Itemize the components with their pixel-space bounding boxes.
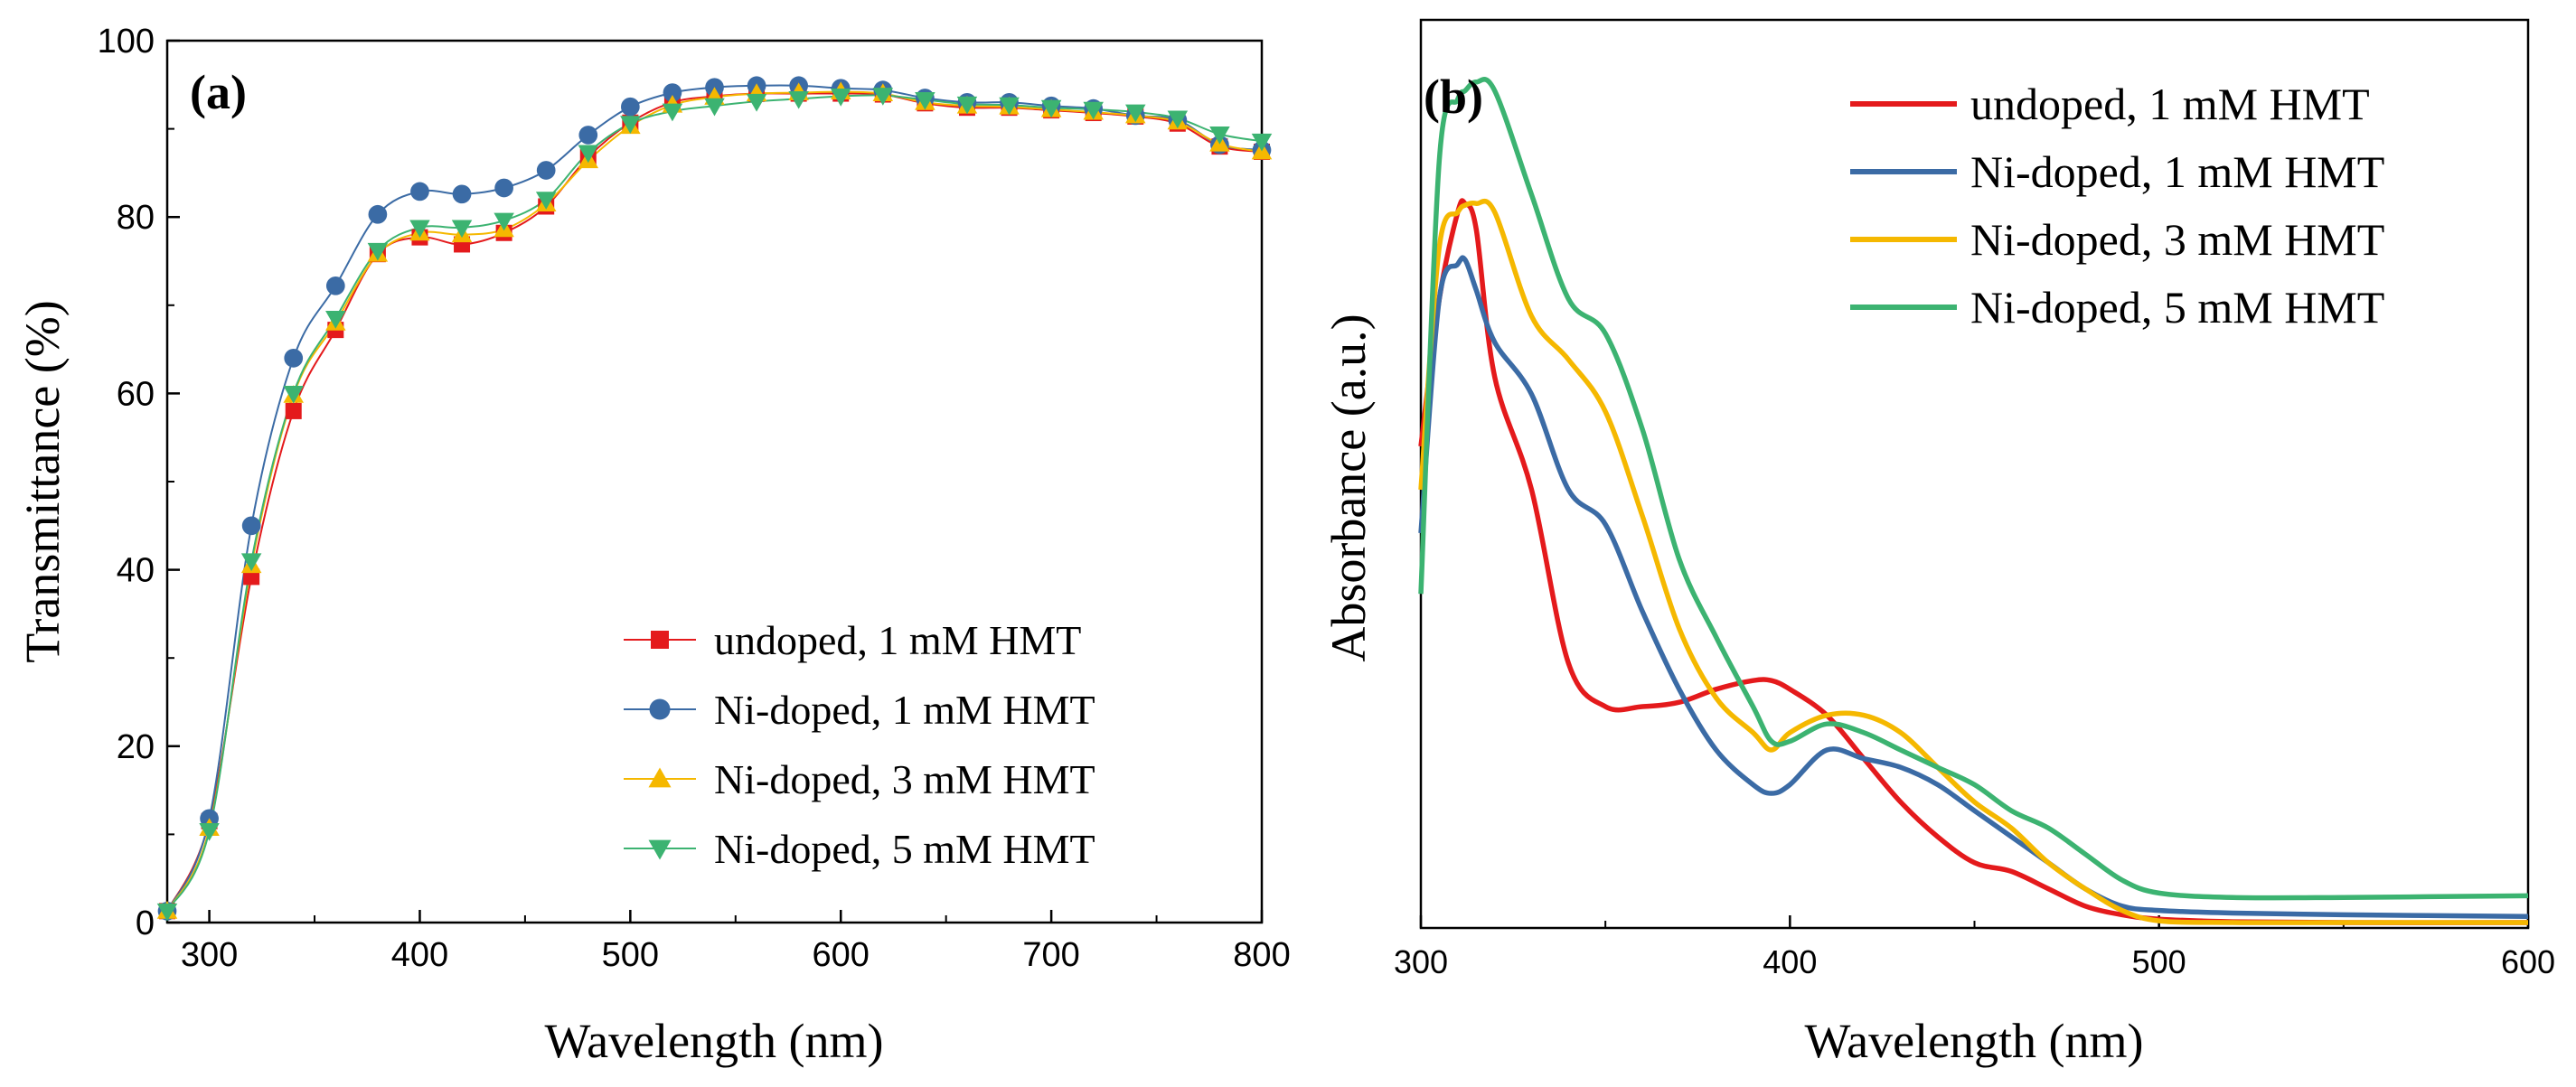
panel-a-data-point <box>746 93 767 112</box>
panel-a-data-point <box>494 212 514 231</box>
panel-a-x-axis-title: Wavelength (nm) <box>544 1014 883 1068</box>
panel-a-data-point <box>1167 110 1189 129</box>
panel-b-legend-label: Ni-doped, 5 mM HMT <box>1970 282 2384 333</box>
panel-a-data-point <box>915 91 935 110</box>
panel-a-data-point <box>1083 101 1104 120</box>
panel-a-data-point <box>283 385 304 404</box>
panel-a-data-point <box>285 402 302 419</box>
panel-a-x-tick-label: 400 <box>391 936 448 974</box>
panel-a-data-point <box>620 116 641 134</box>
panel-a-data-point <box>1125 104 1146 123</box>
panel-a-y-tick-label: 40 <box>117 552 155 590</box>
panel-b-x-tick-label: 600 <box>2501 943 2555 980</box>
panel-b-series-line <box>1418 255 2529 920</box>
panel-a-x-tick-label: 800 <box>1233 936 1290 974</box>
panel-b-x-axis-title: Wavelength (nm) <box>1804 1014 2143 1068</box>
panel-a-data-point <box>663 83 682 102</box>
panel-a-y-tick-label: 100 <box>98 23 155 61</box>
panel-a-y-axis-title: Transmittance (%) <box>15 300 70 662</box>
panel-b-absorbance: 300 400 500 600 (b) Wavelength (nm) Absorba… <box>1321 18 2555 1068</box>
panel-a-legend-marker <box>651 631 669 649</box>
panel-a-legend-label: Ni-doped, 5 mM HMT <box>714 826 1095 872</box>
panel-b-x-tick-label: 500 <box>2132 943 2186 980</box>
panel-a-data-point <box>325 311 346 329</box>
panel-a-series-markers <box>156 76 1273 922</box>
panel-a-y-tick-label: 80 <box>117 199 155 237</box>
panel-a-legend-label: Ni-doped, 1 mM HMT <box>714 687 1095 733</box>
panel-a-data-point <box>451 220 473 239</box>
panel-a-data-point <box>1251 133 1273 152</box>
panel-a-ticks: 300 400 500 600 700 800 0 20 40 60 80 100 <box>98 23 1291 974</box>
panel-a-data-point <box>409 220 430 239</box>
panel-a-data-point <box>535 192 557 210</box>
panel-a-data-point <box>1040 99 1062 118</box>
panel-a-data-point <box>241 516 261 536</box>
panel-b-series-lines <box>1418 77 2529 925</box>
panel-b-legend: undoped, 1 mM HMT Ni-doped, 1 mM HMT Ni-do… <box>1850 79 2384 333</box>
panel-a-data-point <box>368 204 388 224</box>
panel-a-data-point <box>578 145 599 164</box>
panel-a-data-point <box>956 96 978 115</box>
panel-a-data-point <box>156 903 178 922</box>
panel-b-x-tick-label: 400 <box>1763 943 1817 980</box>
panel-a-legend-marker <box>648 839 672 860</box>
panel-a-x-tick-label: 700 <box>1022 936 1079 974</box>
panel-a-data-point <box>788 90 809 109</box>
panel-a-legend-marker <box>648 767 672 788</box>
panel-b-legend-label: Ni-doped, 3 mM HMT <box>1970 214 2384 265</box>
panel-a-data-point <box>325 276 345 295</box>
panel-a-legend: undoped, 1 mM HMT Ni-doped, 1 mM HMT Ni-do… <box>624 617 1095 872</box>
panel-a-data-point <box>662 103 683 122</box>
panel-a-data-point <box>704 98 725 117</box>
panel-a-transmittance: 300 400 500 600 700 800 0 20 40 60 80 100 (a) Wavel… <box>15 23 1291 1068</box>
panel-a-data-point <box>830 89 851 107</box>
panel-a-data-point <box>410 182 429 201</box>
panel-a-data-point <box>578 126 598 145</box>
panel-a-legend-label: Ni-doped, 3 mM HMT <box>714 756 1095 802</box>
panel-a-legend-marker <box>649 698 671 720</box>
panel-a-legend-label: undoped, 1 mM HMT <box>714 617 1081 663</box>
panel-a-data-point <box>620 97 640 117</box>
panel-a-y-tick-label: 60 <box>117 375 155 413</box>
panel-b-y-axis-title: Absorbance (a.u.) <box>1321 314 1376 661</box>
panel-a-label: (a) <box>190 65 247 119</box>
panel-a-data-point <box>284 349 304 368</box>
panel-b-x-tick-label: 300 <box>1394 943 1448 980</box>
panel-a-data-point <box>494 178 513 198</box>
panel-a-y-tick-label: 0 <box>136 904 155 942</box>
panel-b-series-line <box>1418 198 2528 925</box>
panel-a-data-point <box>452 184 472 204</box>
panel-b-series-line <box>1418 198 2529 925</box>
panel-a-data-point <box>199 823 220 841</box>
panel-a-data-point <box>536 161 556 180</box>
panel-a-x-tick-label: 500 <box>602 936 659 974</box>
panel-a-data-point <box>1209 127 1230 145</box>
panel-a-y-tick-label: 20 <box>117 728 155 766</box>
panel-b-legend-label: undoped, 1 mM HMT <box>1970 79 2370 129</box>
panel-b-label: (b) <box>1424 70 1483 124</box>
panel-a-x-tick-label: 600 <box>813 936 870 974</box>
panel-a-data-point <box>872 88 894 106</box>
panel-a-data-point <box>999 97 1020 116</box>
panel-a-data-point <box>240 553 262 572</box>
panel-b-ticks: 300 400 500 600 <box>1394 915 2555 980</box>
panel-a-data-point <box>367 242 389 261</box>
panel-b-legend-label: Ni-doped, 1 mM HMT <box>1970 146 2384 197</box>
panel-a-x-tick-label: 300 <box>181 936 238 974</box>
panel-b-series-line <box>1418 77 2529 901</box>
